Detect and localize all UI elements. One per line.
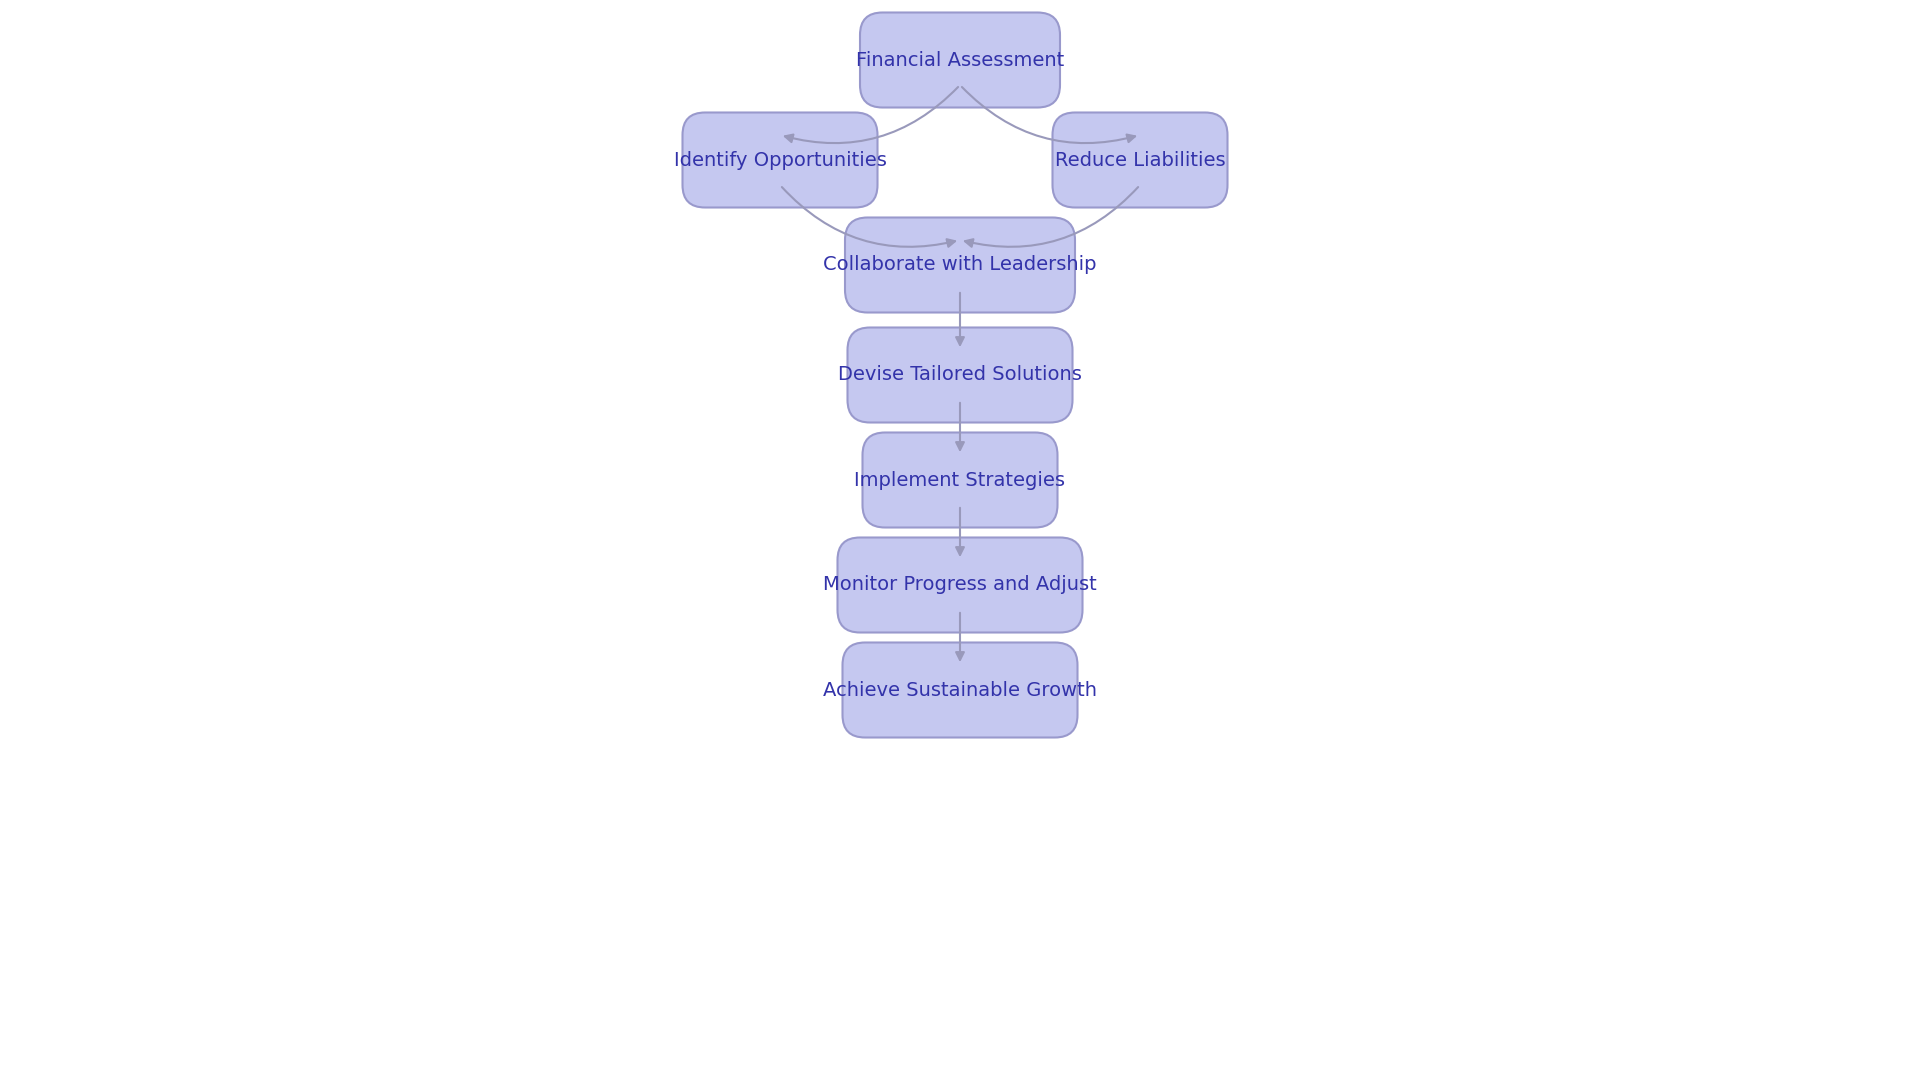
- FancyBboxPatch shape: [845, 218, 1075, 313]
- FancyBboxPatch shape: [860, 13, 1060, 107]
- Text: Implement Strategies: Implement Strategies: [854, 470, 1066, 490]
- FancyBboxPatch shape: [862, 432, 1058, 527]
- FancyBboxPatch shape: [837, 537, 1083, 632]
- Text: Identify Opportunities: Identify Opportunities: [674, 151, 887, 170]
- FancyBboxPatch shape: [1052, 113, 1227, 208]
- Text: Devise Tailored Solutions: Devise Tailored Solutions: [837, 365, 1083, 384]
- Text: Reduce Liabilities: Reduce Liabilities: [1054, 151, 1225, 170]
- FancyBboxPatch shape: [847, 327, 1073, 422]
- Text: Collaborate with Leadership: Collaborate with Leadership: [824, 256, 1096, 274]
- Text: Achieve Sustainable Growth: Achieve Sustainable Growth: [824, 680, 1096, 700]
- FancyBboxPatch shape: [682, 113, 877, 208]
- FancyBboxPatch shape: [843, 642, 1077, 738]
- Text: Financial Assessment: Financial Assessment: [856, 51, 1064, 69]
- Text: Monitor Progress and Adjust: Monitor Progress and Adjust: [824, 575, 1096, 595]
